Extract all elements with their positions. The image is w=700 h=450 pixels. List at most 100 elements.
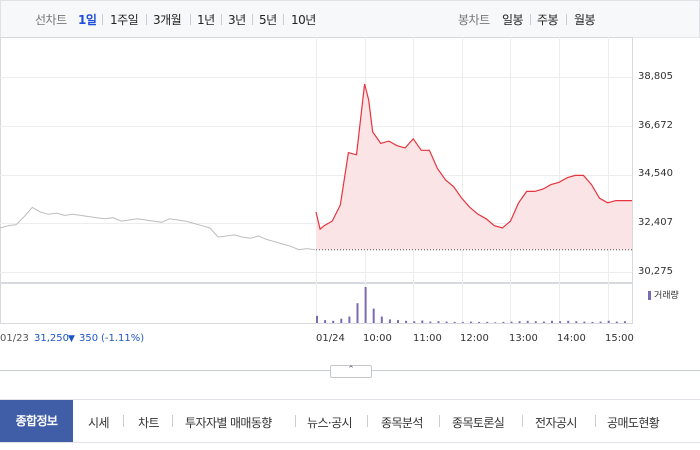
prev-date-label: 01/23 [0,333,29,344]
divider [371,370,700,371]
volume-bar [348,316,351,323]
volume-bar [372,308,375,323]
volume-bar [486,321,489,323]
period-1day[interactable]: 1일 [78,13,97,27]
volume-bar [542,321,545,323]
change-percent: (-1.11%) [101,333,144,344]
volume-bar [583,321,586,323]
x-tick-label: 10:00 [363,333,392,344]
divider [102,14,103,25]
volume-bar [607,320,610,323]
divider [522,415,523,427]
divider [146,14,147,25]
volume-bar [332,320,335,323]
divider [123,415,124,427]
candle-daily[interactable]: 일봉 [502,13,524,27]
volume-bar [445,321,448,323]
tab-disclosure[interactable]: 전자공시 [535,416,577,430]
tab-analysis[interactable]: 종목분석 [381,416,423,430]
candle-weekly[interactable]: 주봉 [537,13,559,27]
volume-bar [478,321,481,323]
divider [530,14,531,25]
period-3month[interactable]: 3개월 [153,13,182,27]
volume-bar [461,321,464,323]
prev-day-price-line [0,206,316,251]
period-selector-bar: 선차트 1일 1주일 3개월 1년 3년 5년 10년 봉차트 일봉 주봉 월봉 [0,0,700,38]
tab-discussion[interactable]: 종목토론실 [452,416,505,430]
volume-bar [518,321,521,323]
chevron-up-icon: ⌃ [347,365,355,375]
volume-bar [526,320,529,323]
volume-bar [364,287,367,323]
volume-bar [437,321,440,323]
volume-bar [510,321,513,323]
volume-bar [397,320,399,323]
volume-bar [380,316,383,323]
tab-investor-trends[interactable]: 투자자별 매매동향 [185,416,272,430]
volume-bar [388,319,391,323]
divider [190,14,191,25]
tab-chart[interactable]: 차트 [138,416,159,430]
volume-bar [316,315,318,323]
down-arrow-icon: ▼ [68,334,75,344]
period-5year[interactable]: 5년 [259,13,277,27]
y-tick-label: 38,805 [638,71,673,82]
volume-bar [469,321,472,323]
period-1week[interactable]: 1주일 [110,13,139,27]
tab-quotes[interactable]: 시세 [88,416,109,430]
volume-bar [534,321,537,323]
today-price-area [316,84,632,250]
period-10year[interactable]: 10년 [291,13,316,27]
volume-bar [559,321,562,323]
divider [595,415,596,427]
period-1year[interactable]: 1년 [197,13,215,27]
x-tick-label: 13:00 [509,333,538,344]
volume-legend-label: 거래량 [654,289,679,301]
volume-bar [421,320,424,323]
volume-bar [429,321,432,323]
volume-bar [599,321,602,323]
tab-summary[interactable]: 종합정보 [0,400,73,442]
y-tick-label: 36,672 [638,120,673,131]
volume-bar [413,321,416,323]
volume-bar [551,320,553,323]
tab-news[interactable]: 뉴스·공시 [307,416,353,430]
collapse-chart-button[interactable]: ⌃ [330,365,372,378]
volume-bar [615,321,618,323]
volume-bar [405,320,408,323]
today-price-line [315,83,632,231]
volume-bar [591,321,594,323]
volume-bar [356,303,359,323]
divider [283,14,284,25]
volume-bar [623,321,626,323]
divider [367,415,368,427]
divider [221,14,222,25]
volume-bar [324,320,327,323]
divider [295,415,296,427]
divider [172,415,173,427]
volume-legend-swatch [648,291,651,300]
stock-chart[interactable]: 38,805 36,672 34,540 32,407 30,275 거래량 0… [0,37,700,350]
prev-close-value: 31,250 [34,333,69,344]
tab-short-selling[interactable]: 공매도현황 [607,416,660,430]
divider [439,415,440,427]
volume-bar [453,321,456,323]
volume-bar [502,321,505,323]
volume-bar [494,322,497,323]
candle-monthly[interactable]: 월봉 [574,13,596,27]
x-tick-label: 01/24 [316,333,345,344]
volume-bar [340,318,343,323]
x-tick-label: 12:00 [460,333,489,344]
divider [0,370,330,371]
stock-info-tabs: 종합정보 시세 차트 투자자별 매매동향 뉴스·공시 종목분석 종목토론실 전자… [0,399,700,443]
y-tick-label: 30,275 [638,266,673,277]
y-tick-label: 32,407 [638,217,673,228]
period-3year[interactable]: 3년 [228,13,246,27]
y-tick-label: 34,540 [638,168,673,179]
candle-chart-label: 봉차트 [458,13,490,27]
x-tick-label: 15:00 [605,333,634,344]
x-tick-label: 14:00 [557,333,586,344]
volume-bar [575,321,578,323]
chart-canvas: 38,805 36,672 34,540 32,407 30,275 거래량 0… [0,37,679,344]
divider [252,14,253,25]
